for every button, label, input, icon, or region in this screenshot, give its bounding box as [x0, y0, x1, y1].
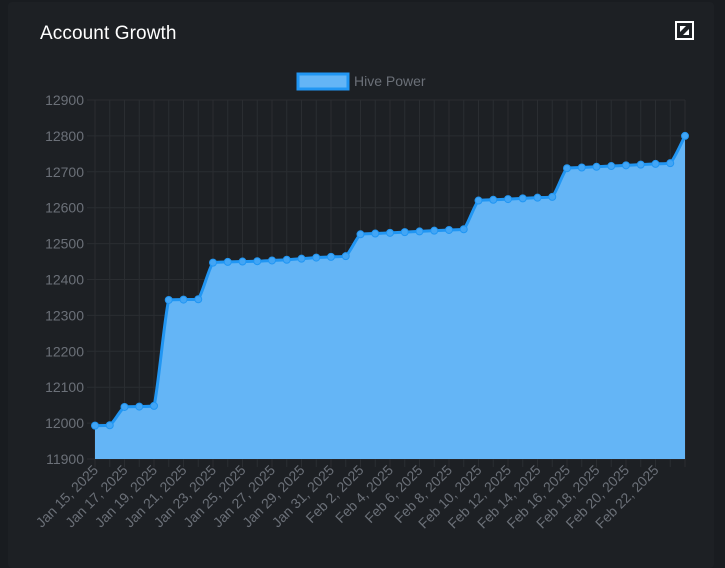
y-tick-label-6: 12500: [45, 236, 84, 252]
y-tick-label-8: 12700: [45, 164, 84, 180]
data-point-24: [445, 225, 453, 234]
data-point-17: [341, 252, 350, 261]
y-tick-label-2: 12100: [45, 379, 84, 395]
data-point-38: [651, 159, 660, 168]
y-tick-label-4: 12300: [45, 307, 84, 323]
data-point-3: [135, 402, 144, 411]
data-point-25: [459, 225, 468, 234]
y-tick-label-5: 12400: [45, 272, 84, 288]
y-tick-label-0: 11900: [46, 451, 84, 467]
area-fill-hive-power: [95, 135, 685, 459]
data-point-27: [489, 195, 498, 204]
data-point-33: [577, 163, 586, 172]
data-point-10: [238, 257, 247, 266]
data-point-39: [666, 159, 675, 168]
y-tick-label-3: 12200: [45, 343, 84, 359]
legend-label-hive-power[interactable]: Hive Power: [354, 73, 426, 89]
data-point-11: [253, 257, 262, 266]
data-point-26: [474, 196, 483, 205]
data-point-8: [209, 258, 217, 267]
data-point-13: [282, 255, 291, 264]
data-point-35: [607, 162, 616, 171]
data-point-29: [518, 194, 527, 203]
data-point-9: [223, 257, 232, 266]
y-tick-label-9: 12800: [45, 128, 84, 144]
data-points: [91, 131, 689, 430]
y-axis-ticks: 11900 12000 12100 12200 12300 12400 12500 12600…: [45, 92, 84, 467]
data-point-2: [120, 402, 129, 411]
data-point-22: [415, 227, 424, 236]
data-point-20: [386, 228, 394, 237]
y-tick-label-7: 12600: [45, 200, 84, 216]
data-point-28: [504, 195, 512, 204]
data-point-19: [371, 229, 380, 238]
data-point-16: [327, 252, 335, 261]
data-point-4: [150, 401, 158, 410]
data-point-7: [194, 295, 203, 304]
data-point-30: [533, 193, 542, 202]
data-point-1: [105, 421, 114, 430]
data-point-18: [356, 230, 365, 239]
data-point-31: [548, 192, 557, 201]
y-tick-label-10: 12900: [45, 92, 84, 108]
chart-title: Account Growth: [40, 23, 177, 44]
expand-icon[interactable]: [675, 21, 694, 40]
data-point-12: [268, 256, 276, 265]
data-point-40: [681, 131, 689, 140]
legend-swatch-hive-power[interactable]: [296, 72, 350, 91]
data-point-23: [430, 226, 439, 235]
y-tick-label-1: 12000: [45, 415, 84, 431]
data-point-6: [179, 295, 188, 304]
data-point-5: [164, 295, 173, 304]
data-point-0: [91, 421, 99, 430]
data-point-14: [297, 254, 306, 263]
legend[interactable]: Hive Power: [296, 72, 426, 91]
data-point-36: [622, 161, 630, 170]
data-point-34: [592, 162, 601, 171]
data-point-21: [400, 228, 409, 237]
data-point-37: [636, 160, 645, 169]
data-point-32: [563, 164, 571, 173]
data-point-15: [312, 253, 321, 262]
